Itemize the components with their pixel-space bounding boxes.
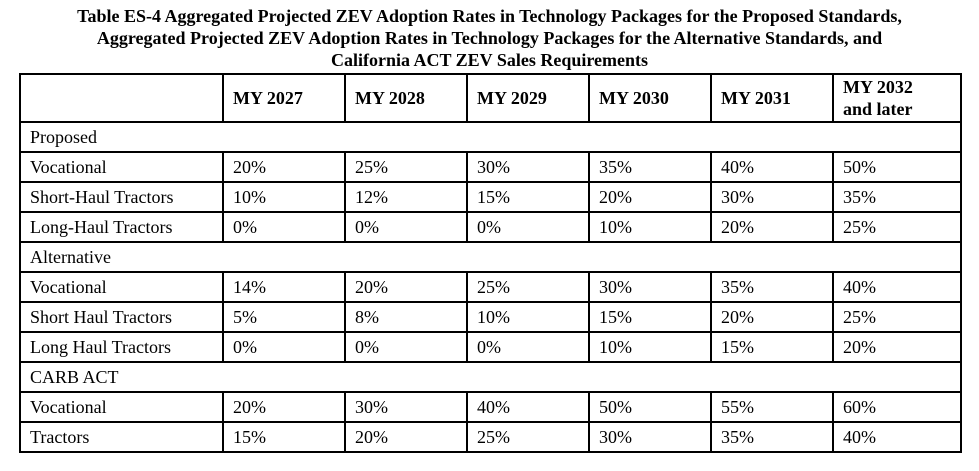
value-cell: 12% [344,181,468,213]
column-header-empty [19,73,224,123]
value-cell: 8% [344,301,468,333]
value-cell: 25% [832,301,962,333]
row-label: Vocational [19,271,224,303]
section-header-row-alternative: Alternative [19,241,962,273]
header-row: MY 2027 MY 2028 MY 2029 MY 2030 MY 2031 … [19,73,962,123]
row-label: Long-Haul Tractors [19,211,224,243]
table-row-carb-act-tractors: Tractors 15% 20% 25% 30% 35% 40% [19,421,962,453]
section-label: Alternative [19,241,962,273]
value-cell: 50% [588,391,712,423]
value-cell: 40% [710,151,834,183]
value-cell: 35% [588,151,712,183]
value-cell: 30% [344,391,468,423]
value-cell: 5% [222,301,346,333]
value-cell: 0% [222,211,346,243]
value-cell: 30% [710,181,834,213]
table-title-line-3: California ACT ZEV Sales Requirements [330,50,649,70]
column-header-my-2032-line-2: and later [843,99,913,119]
value-cell: 20% [222,391,346,423]
value-cell: 55% [710,391,834,423]
column-header-my-2028: MY 2028 [344,73,468,123]
row-label: Short Haul Tractors [19,301,224,333]
column-header-my-2029: MY 2029 [466,73,590,123]
value-cell: 35% [832,181,962,213]
section-header-row-proposed: Proposed [19,121,962,153]
value-cell: 60% [832,391,962,423]
column-header-my-2032-and-later: MY 2032 and later [832,73,962,123]
value-cell: 20% [832,331,962,363]
value-cell: 10% [222,181,346,213]
value-cell: 40% [466,391,590,423]
value-cell: 20% [222,151,346,183]
value-cell: 20% [710,301,834,333]
table-row-alternative-vocational: Vocational 14% 20% 25% 30% 35% 40% [19,271,962,303]
section-header-row-carb-act: CARB ACT [19,361,962,393]
value-cell: 20% [588,181,712,213]
value-cell: 30% [588,271,712,303]
value-cell: 20% [710,211,834,243]
value-cell: 10% [466,301,590,333]
value-cell: 35% [710,271,834,303]
value-cell: 25% [466,271,590,303]
value-cell: 35% [710,421,834,453]
value-cell: 0% [344,211,468,243]
value-cell: 14% [222,271,346,303]
value-cell: 0% [344,331,468,363]
value-cell: 50% [832,151,962,183]
value-cell: 10% [588,211,712,243]
row-label: Short-Haul Tractors [19,181,224,213]
table-row-carb-act-vocational: Vocational 20% 30% 40% 50% 55% 60% [19,391,962,423]
value-cell: 15% [588,301,712,333]
value-cell: 40% [832,421,962,453]
value-cell: 15% [222,421,346,453]
value-cell: 20% [344,271,468,303]
column-header-my-2030: MY 2030 [588,73,712,123]
value-cell: 25% [344,151,468,183]
table-row-alternative-long-haul-tractors: Long Haul Tractors 0% 0% 0% 10% 15% 20% [19,331,962,363]
value-cell: 0% [222,331,346,363]
column-header-my-2032-line-1: MY 2032 [843,77,913,97]
value-cell: 30% [588,421,712,453]
table-title-line-1: Table ES-4 Aggregated Projected ZEV Adop… [77,6,902,26]
table-row-proposed-vocational: Vocational 20% 25% 30% 35% 40% 50% [19,151,962,183]
row-label: Long Haul Tractors [19,331,224,363]
value-cell: 15% [466,181,590,213]
value-cell: 0% [466,211,590,243]
section-label: Proposed [19,121,962,153]
table-row-proposed-long-haul-tractors: Long-Haul Tractors 0% 0% 0% 10% 20% 25% [19,211,962,243]
row-label: Tractors [19,421,224,453]
value-cell: 25% [832,211,962,243]
value-cell: 10% [588,331,712,363]
value-cell: 40% [832,271,962,303]
section-label: CARB ACT [19,361,962,393]
value-cell: 20% [344,421,468,453]
table-row-alternative-short-haul-tractors: Short Haul Tractors 5% 8% 10% 15% 20% 25… [19,301,962,333]
value-cell: 0% [466,331,590,363]
value-cell: 15% [710,331,834,363]
table-row-proposed-short-haul-tractors: Short-Haul Tractors 10% 12% 15% 20% 30% … [19,181,962,213]
table-title-line-2: Aggregated Projected ZEV Adoption Rates … [96,28,883,48]
row-label: Vocational [19,391,224,423]
value-cell: 25% [466,421,590,453]
table-title: Table ES-4 Aggregated Projected ZEV Adop… [0,0,979,71]
row-label: Vocational [19,151,224,183]
value-cell: 30% [466,151,590,183]
zev-adoption-rates-table: MY 2027 MY 2028 MY 2029 MY 2030 MY 2031 … [19,73,962,453]
column-header-my-2031: MY 2031 [710,73,834,123]
column-header-my-2027: MY 2027 [222,73,346,123]
